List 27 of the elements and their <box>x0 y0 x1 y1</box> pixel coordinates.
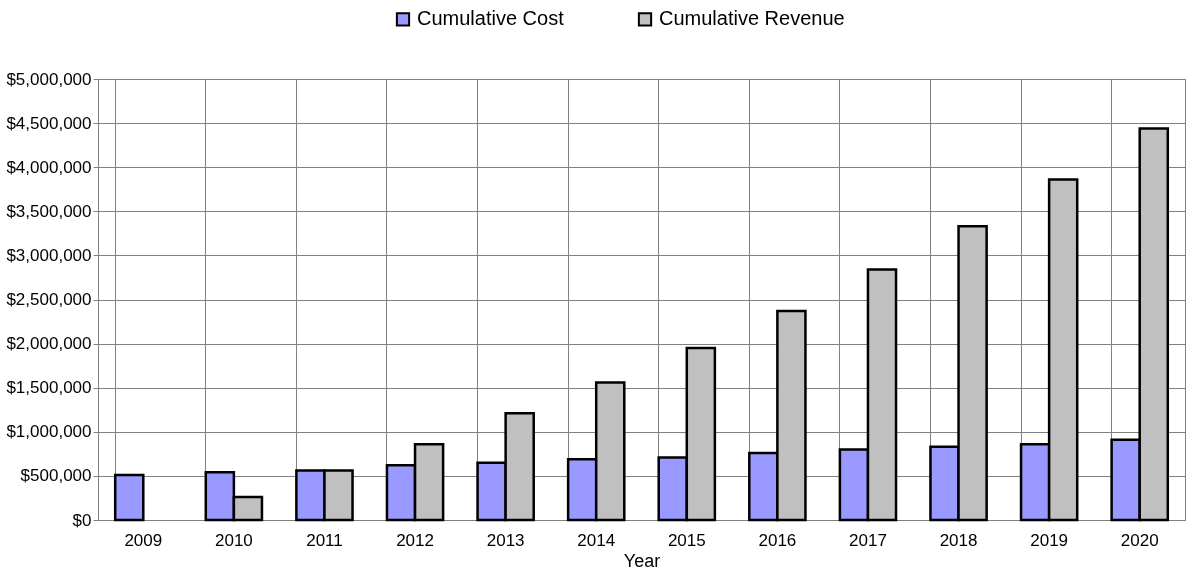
x-tick-label: 2013 <box>486 530 525 550</box>
legend-label: Cumulative Cost <box>417 7 565 30</box>
x-tick-label: 2017 <box>849 530 887 550</box>
x-tick-label: 2018 <box>939 530 978 550</box>
y-tick-label: $3,000,000 <box>6 245 92 265</box>
x-tick-label: 2015 <box>667 530 706 550</box>
x-tick-label: 2010 <box>214 530 253 550</box>
y-tick-label: $500,000 <box>20 466 92 486</box>
legend-label: Cumulative Revenue <box>659 7 845 30</box>
x-tick-label: 2016 <box>758 530 797 550</box>
bar <box>113 473 145 522</box>
y-tick-label: $4,500,000 <box>6 113 92 133</box>
y-tick-label: $4,000,000 <box>6 157 92 177</box>
y-tick-label: $1,000,000 <box>6 422 92 442</box>
y-tick-label: $5,000,000 <box>6 69 92 89</box>
y-tick-label: $2,500,000 <box>6 290 92 309</box>
x-tick-label: 2014 <box>577 530 616 550</box>
x-tick-label: 2012 <box>396 530 434 550</box>
x-axis-title: Year <box>623 550 661 571</box>
x-tick-label: 2011 <box>306 530 343 550</box>
y-tick-label: $1,500,000 <box>6 378 92 398</box>
y-tick-label: $0 <box>72 510 92 530</box>
x-tick-label: 2019 <box>1030 530 1069 550</box>
y-tick-label: $3,500,000 <box>6 201 92 221</box>
x-tick-label: 2020 <box>1120 530 1159 550</box>
y-tick-label: $2,000,000 <box>6 334 92 354</box>
x-tick-label: 2009 <box>124 530 163 550</box>
